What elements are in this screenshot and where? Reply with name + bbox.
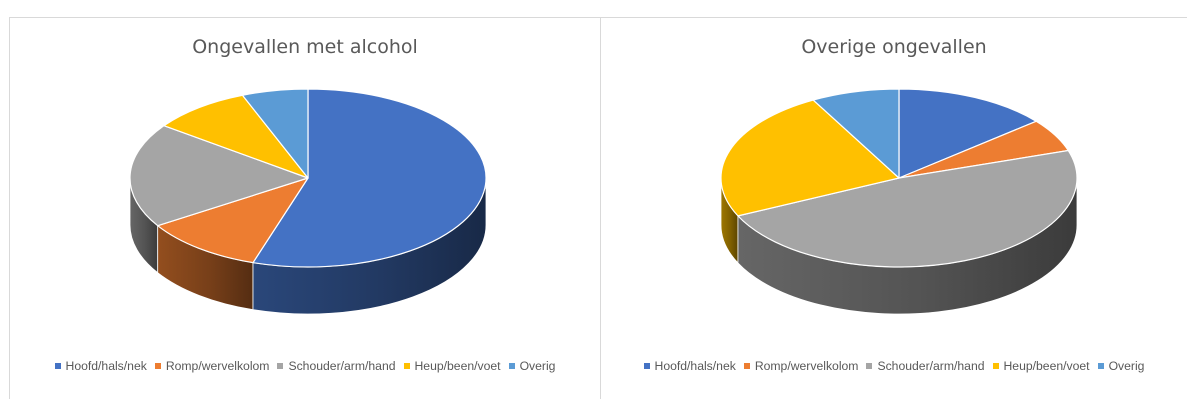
pie-slice-heup-been-voet [720,99,900,217]
legend-item-heup-been-voet: Heup/been/voet [403,359,501,373]
pie-slice-overig [241,88,309,179]
legend-item-schouder-arm-hand: Schouder/arm/hand [866,359,985,373]
legend-item-overig: Overig [508,359,556,373]
pie-slice-schouder-arm-hand [737,149,1078,268]
legend-swatch [508,363,515,369]
pie-slice-overig [812,88,900,179]
pie-slice-hoofd-hals-nek [252,88,487,268]
pie-chart-other [720,88,1078,315]
legend-label: Hoofd/hals/nek [65,359,147,373]
chart-panel-other: Overige ongevallen Hoofd/hals/nek Romp/we… [601,17,1187,399]
pie-slice-romp-wervelkolom [157,177,309,264]
legend-swatch [1097,363,1104,369]
legend-item-heup-been-voet: Heup/been/voet [992,359,1090,373]
legend-item-schouder-arm-hand: Schouder/arm/hand [277,359,396,373]
chart-title: Overige ongevallen [801,36,987,58]
legend-swatch [277,363,284,369]
pie-slice-hoofd-hals-nek [898,88,1037,179]
legend-swatch [992,363,999,369]
legend-label: Overig [1108,359,1145,373]
legend-item-romp-wervelkolom: Romp/wervelkolom [743,359,859,373]
legend-swatch [54,363,61,369]
legend: Hoofd/hals/nek Romp/wervelkolom Schouder/a… [10,359,600,373]
legend-label: Heup/been/voet [414,359,501,373]
legend-swatch [154,363,161,369]
legend-label: Schouder/arm/hand [288,359,396,373]
chart-title: Ongevallen met alcohol [192,36,418,58]
legend-swatch [743,363,750,369]
legend-label: Heup/been/voet [1003,359,1090,373]
pie-chart-alcohol [129,88,487,315]
legend-item-romp-wervelkolom: Romp/wervelkolom [154,359,270,373]
legend-label: Romp/wervelkolom [165,359,270,373]
legend-label: Romp/wervelkolom [754,359,859,373]
chart-panel-alcohol: Ongevallen met alcohol Hoofd/hals/nek Rom… [9,17,601,399]
legend: Hoofd/hals/nek Romp/wervelkolom Schouder/a… [601,359,1187,373]
pie-slice-heup-been-voet [163,94,309,179]
legend-item-overig: Overig [1097,359,1145,373]
legend-swatch [866,363,873,369]
legend-swatch [643,363,650,369]
legend-item-hoofd-hals-nek: Hoofd/hals/nek [643,359,736,373]
legend-item-hoofd-hals-nek: Hoofd/hals/nek [54,359,147,373]
legend-label: Schouder/arm/hand [877,359,985,373]
legend-swatch [403,363,410,369]
legend-label: Overig [519,359,556,373]
pie-slice-schouder-arm-hand [129,125,309,227]
legend-label: Hoofd/hals/nek [654,359,736,373]
